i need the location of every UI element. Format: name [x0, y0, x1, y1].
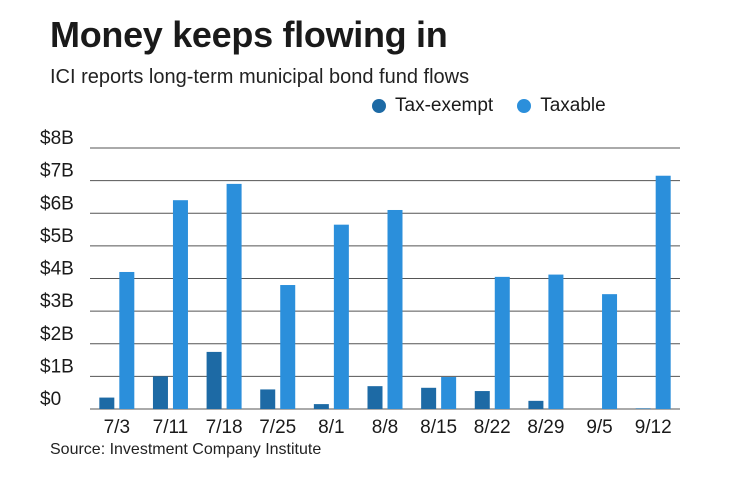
- x-tick-label: 7/25: [259, 417, 296, 438]
- y-tick-label: $3B: [40, 291, 74, 312]
- chart-title: Money keeps flowing in: [50, 14, 448, 55]
- x-tick-label: 8/15: [420, 417, 457, 438]
- x-tick-label: 7/18: [206, 417, 243, 438]
- bar-tax-exempt: [206, 351, 222, 409]
- legend-swatch-tax-exempt: [372, 99, 386, 113]
- bar-taxable: [494, 276, 510, 409]
- bar-taxable: [387, 209, 403, 409]
- bar-taxable: [172, 200, 188, 409]
- x-tick-label: 8/8: [372, 417, 398, 438]
- bar-taxable: [333, 224, 349, 409]
- legend-item-taxable: Taxable: [517, 95, 606, 117]
- y-tick-label: $0: [40, 389, 61, 410]
- bar-tax-exempt: [152, 376, 168, 409]
- bar-tax-exempt: [528, 400, 544, 409]
- bar-tax-exempt: [260, 389, 276, 409]
- bar-taxable: [548, 274, 564, 409]
- legend-item-tax-exempt: Tax-exempt: [372, 95, 493, 117]
- y-tick-label: $8B: [40, 128, 74, 149]
- y-tick-label: $5B: [40, 226, 74, 247]
- bar-tax-exempt: [474, 391, 490, 409]
- y-tick-label: $7B: [40, 161, 74, 182]
- bar-tax-exempt: [313, 404, 329, 409]
- legend: Tax-exempt Taxable: [372, 95, 630, 117]
- y-tick-label: $6B: [40, 193, 74, 214]
- bar-taxable: [280, 285, 296, 409]
- x-tick-label: 8/1: [318, 417, 344, 438]
- bar-tax-exempt: [99, 397, 115, 409]
- x-tick-label: 9/12: [635, 417, 672, 438]
- x-tick-label: 8/22: [474, 417, 511, 438]
- y-tick-label: $2B: [40, 324, 74, 345]
- bar-taxable: [226, 183, 242, 409]
- bar-tax-exempt: [367, 386, 383, 409]
- x-tick-label: 7/11: [153, 417, 189, 438]
- legend-label-taxable: Taxable: [540, 95, 606, 116]
- y-tick-label: $1B: [40, 356, 74, 377]
- bar-taxable: [655, 175, 671, 409]
- chart-subtitle: ICI reports long-term municipal bond fun…: [50, 66, 470, 88]
- bar-tax-exempt: [421, 387, 437, 409]
- x-tick-label: 9/5: [586, 417, 612, 438]
- source-note: Source: Investment Company Institute: [50, 441, 322, 458]
- bar-taxable: [602, 294, 618, 409]
- x-tick-label: 8/29: [527, 417, 564, 438]
- bar-tax-exempt: [635, 408, 651, 409]
- legend-label-tax-exempt: Tax-exempt: [395, 95, 494, 116]
- legend-swatch-taxable: [517, 99, 532, 113]
- x-tick-label: 7/3: [104, 417, 130, 438]
- bar-taxable: [119, 271, 135, 409]
- bar-taxable: [441, 377, 457, 409]
- y-tick-label: $4B: [40, 259, 74, 280]
